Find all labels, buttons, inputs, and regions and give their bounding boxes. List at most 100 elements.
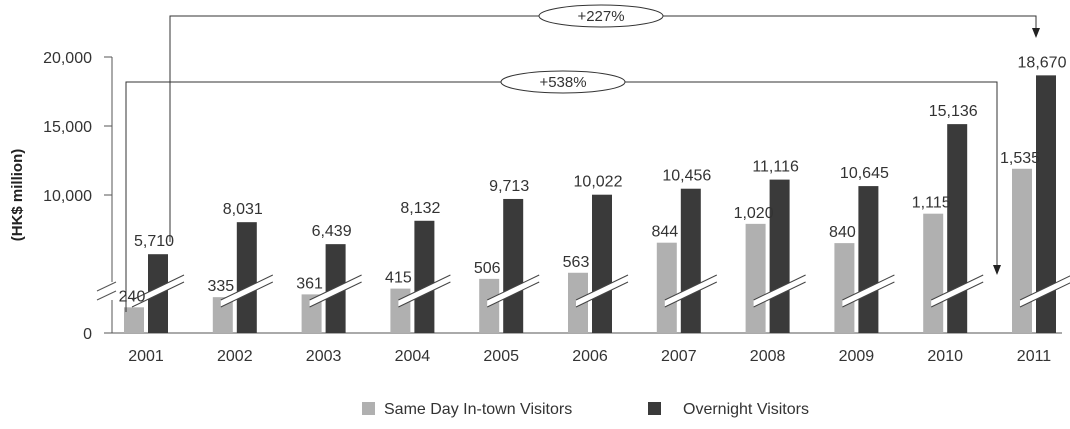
bar-break-gap <box>753 275 806 307</box>
value-label-overnight: 8,132 <box>400 200 440 217</box>
bar-break-line <box>753 281 806 308</box>
bar-overnight <box>769 179 790 333</box>
y-tick-label: 20,000 <box>43 50 92 67</box>
value-label-same-day: 1,535 <box>1000 150 1040 167</box>
value-label-overnight: 15,136 <box>929 103 978 120</box>
value-label-overnight: 18,670 <box>1018 54 1067 71</box>
bar-same-day <box>212 297 233 333</box>
bar-same-day <box>923 213 944 333</box>
bar-break-line <box>220 274 274 301</box>
x-tick-label: 2002 <box>217 348 253 365</box>
value-label-overnight: 10,022 <box>574 174 623 191</box>
bar-break-line <box>131 281 185 308</box>
bar-overnight <box>680 188 701 333</box>
y-tick-label: 10,000 <box>43 188 92 205</box>
bar-break-line <box>486 274 540 301</box>
value-label-same-day: 840 <box>829 224 856 241</box>
value-label-same-day: 1,115 <box>912 195 951 212</box>
bar-break-gap <box>931 275 984 307</box>
bar-break-line <box>1019 282 1070 308</box>
y-tick-label: 0 <box>83 326 92 343</box>
bar-break-line <box>664 281 718 308</box>
value-label-overnight: 11,116 <box>752 159 799 176</box>
bar-break-line <box>309 281 362 308</box>
bar-break-line <box>309 274 362 301</box>
value-label-same-day: 844 <box>651 224 678 241</box>
legend-label-same-day: Same Day In-town Visitors <box>384 401 572 418</box>
legend-swatch-same-day <box>362 402 375 415</box>
x-tick-label: 2008 <box>750 348 786 365</box>
value-label-same-day: 506 <box>474 260 501 277</box>
bar-overnight <box>1036 75 1056 333</box>
bar-break-gap <box>576 275 628 307</box>
bar-overnight <box>858 186 879 333</box>
bar-overnight <box>503 198 524 333</box>
bar-break-gap <box>220 275 273 307</box>
bar-break-gap <box>1020 275 1070 307</box>
x-tick-label: 2003 <box>306 348 342 365</box>
axis-layer: 0 10,000 15,000 20,000 2001 2002 2003 2004 2005 2… <box>43 50 1062 365</box>
value-label-same-day: 240 <box>119 288 146 305</box>
bar-break-line <box>398 281 451 308</box>
bar-same-day <box>834 243 855 333</box>
bar-same-day <box>1012 168 1032 333</box>
value-label-overnight: 6,439 <box>312 223 352 240</box>
y-axis-break-mark <box>96 281 117 292</box>
bar-break-line <box>842 274 895 301</box>
bar-break-gap <box>309 275 362 307</box>
bar-break-line <box>575 274 629 301</box>
bar-overnight <box>236 222 257 333</box>
y-axis-break-mark <box>96 290 117 301</box>
value-label-overnight: 8,031 <box>223 201 263 218</box>
bar-break-line <box>842 281 895 308</box>
value-label-same-day: 563 <box>563 254 590 271</box>
bar-break-line <box>398 274 451 301</box>
callout-same-day-growth-label: +538% <box>539 74 586 91</box>
value-label-overnight: 10,645 <box>840 165 889 182</box>
value-label-overnight: 9,713 <box>489 178 529 195</box>
y-axis-title: (HK$ million) <box>9 149 26 242</box>
x-tick-label: 2001 <box>128 348 164 365</box>
x-tick-label: 2004 <box>395 348 431 365</box>
value-label-same-day: 1,020 <box>734 205 774 222</box>
bar-break-line <box>575 281 629 308</box>
callout-overnight-growth-label: +227% <box>577 8 624 25</box>
bar-break-line <box>1019 275 1070 301</box>
bar-overnight <box>592 194 612 333</box>
x-tick-label: 2006 <box>572 348 608 365</box>
bar-break-gap <box>398 275 451 307</box>
callout-same-day-growth-oval <box>500 70 626 94</box>
bar-overnight <box>414 220 435 333</box>
bar-break-line <box>486 281 540 308</box>
bar-overnight <box>947 124 968 333</box>
value-label-same-day: 415 <box>385 270 412 287</box>
value-label-same-day: 361 <box>296 275 323 292</box>
value-label-overnight: 5,710 <box>134 233 174 250</box>
bar-same-day <box>124 307 144 333</box>
bar-break-line <box>664 274 718 301</box>
bar-same-day <box>656 242 677 333</box>
bar-break-line <box>131 274 185 301</box>
x-tick-label: 2009 <box>839 348 875 365</box>
legend-label-overnight: Overnight Visitors <box>683 401 809 418</box>
callout-overnight-growth-oval <box>538 4 664 28</box>
bar-break-gap <box>487 275 540 307</box>
bar-break-line <box>930 281 984 308</box>
callout-overnight-growth-arrowhead <box>1032 28 1040 38</box>
x-tick-label: 2010 <box>927 348 963 365</box>
x-tick-label: 2005 <box>483 348 519 365</box>
bar-break-gap <box>132 275 184 307</box>
bar-same-day <box>745 223 766 333</box>
x-tick-label: 2007 <box>661 348 697 365</box>
y-tick-label: 15,000 <box>43 119 92 136</box>
bar-break-line <box>753 274 806 301</box>
bar-break-gap <box>664 275 717 307</box>
value-label-same-day: 335 <box>207 278 234 295</box>
bar-layer <box>124 75 1070 333</box>
bar-break-line <box>930 274 984 301</box>
bar-break-gap <box>842 275 895 307</box>
x-tick-label: 2011 <box>1017 348 1052 365</box>
label-layer: 240 5,710 335 8,031 361 6,439 415 8,132 506 9,713… <box>119 54 1067 305</box>
legend-swatch-overnight <box>648 402 661 415</box>
